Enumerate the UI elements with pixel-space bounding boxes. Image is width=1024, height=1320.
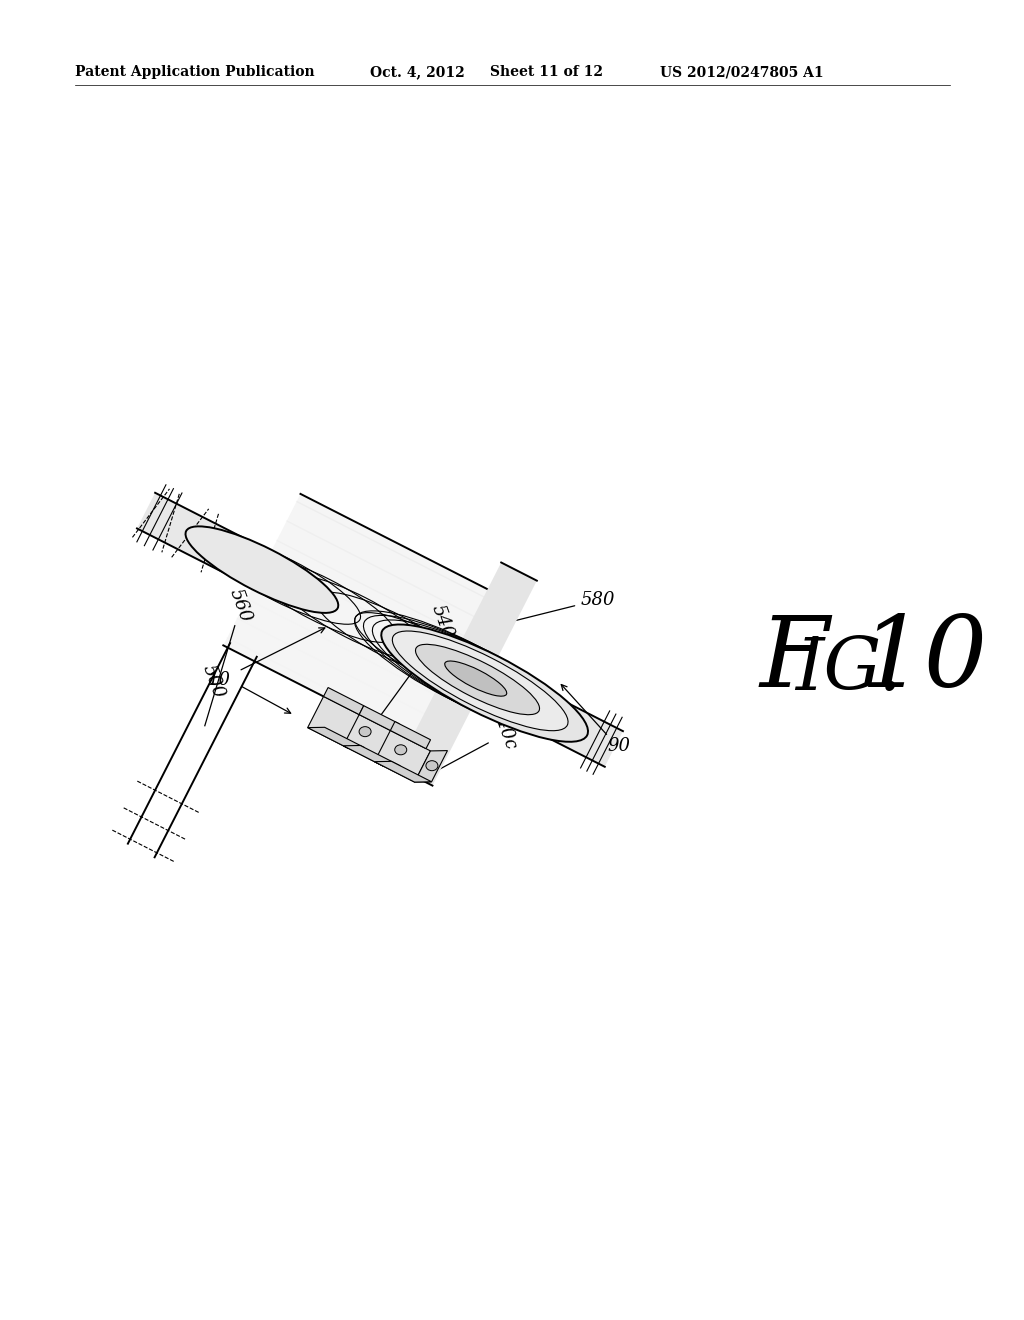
Text: Oct. 4, 2012: Oct. 4, 2012: [370, 65, 465, 79]
Polygon shape: [480, 668, 623, 767]
Ellipse shape: [416, 644, 540, 714]
Ellipse shape: [185, 527, 338, 612]
Polygon shape: [343, 714, 399, 766]
Text: Sheet 11 of 12: Sheet 11 of 12: [490, 65, 603, 79]
Polygon shape: [137, 492, 262, 583]
Text: 540c: 540c: [487, 705, 520, 752]
Polygon shape: [307, 697, 364, 748]
Text: 10: 10: [860, 612, 987, 708]
Text: 90: 90: [607, 738, 630, 755]
Text: 10: 10: [208, 672, 230, 689]
Ellipse shape: [381, 624, 588, 742]
Ellipse shape: [444, 661, 507, 696]
Polygon shape: [343, 746, 400, 766]
Polygon shape: [375, 762, 431, 783]
Text: Patent Application Publication: Patent Application Publication: [75, 65, 314, 79]
Polygon shape: [223, 494, 510, 752]
Polygon shape: [348, 717, 381, 748]
Text: US 2012/0247805 A1: US 2012/0247805 A1: [660, 65, 823, 79]
Text: 540b: 540b: [458, 656, 490, 705]
Polygon shape: [415, 751, 447, 783]
Polygon shape: [324, 688, 364, 714]
Text: 500: 500: [200, 661, 228, 701]
Ellipse shape: [392, 631, 568, 731]
Ellipse shape: [426, 760, 438, 771]
Polygon shape: [375, 730, 430, 783]
Ellipse shape: [395, 634, 548, 719]
Ellipse shape: [359, 726, 371, 737]
Text: 560: 560: [225, 586, 254, 624]
Text: F: F: [760, 612, 829, 708]
Polygon shape: [307, 727, 365, 748]
Polygon shape: [390, 722, 430, 748]
Text: IG.: IG.: [795, 635, 901, 705]
Ellipse shape: [394, 744, 407, 755]
Text: 540a: 540a: [428, 602, 461, 651]
Polygon shape: [383, 735, 417, 766]
Polygon shape: [359, 706, 399, 733]
Text: 580: 580: [581, 591, 614, 609]
Polygon shape: [396, 562, 537, 785]
